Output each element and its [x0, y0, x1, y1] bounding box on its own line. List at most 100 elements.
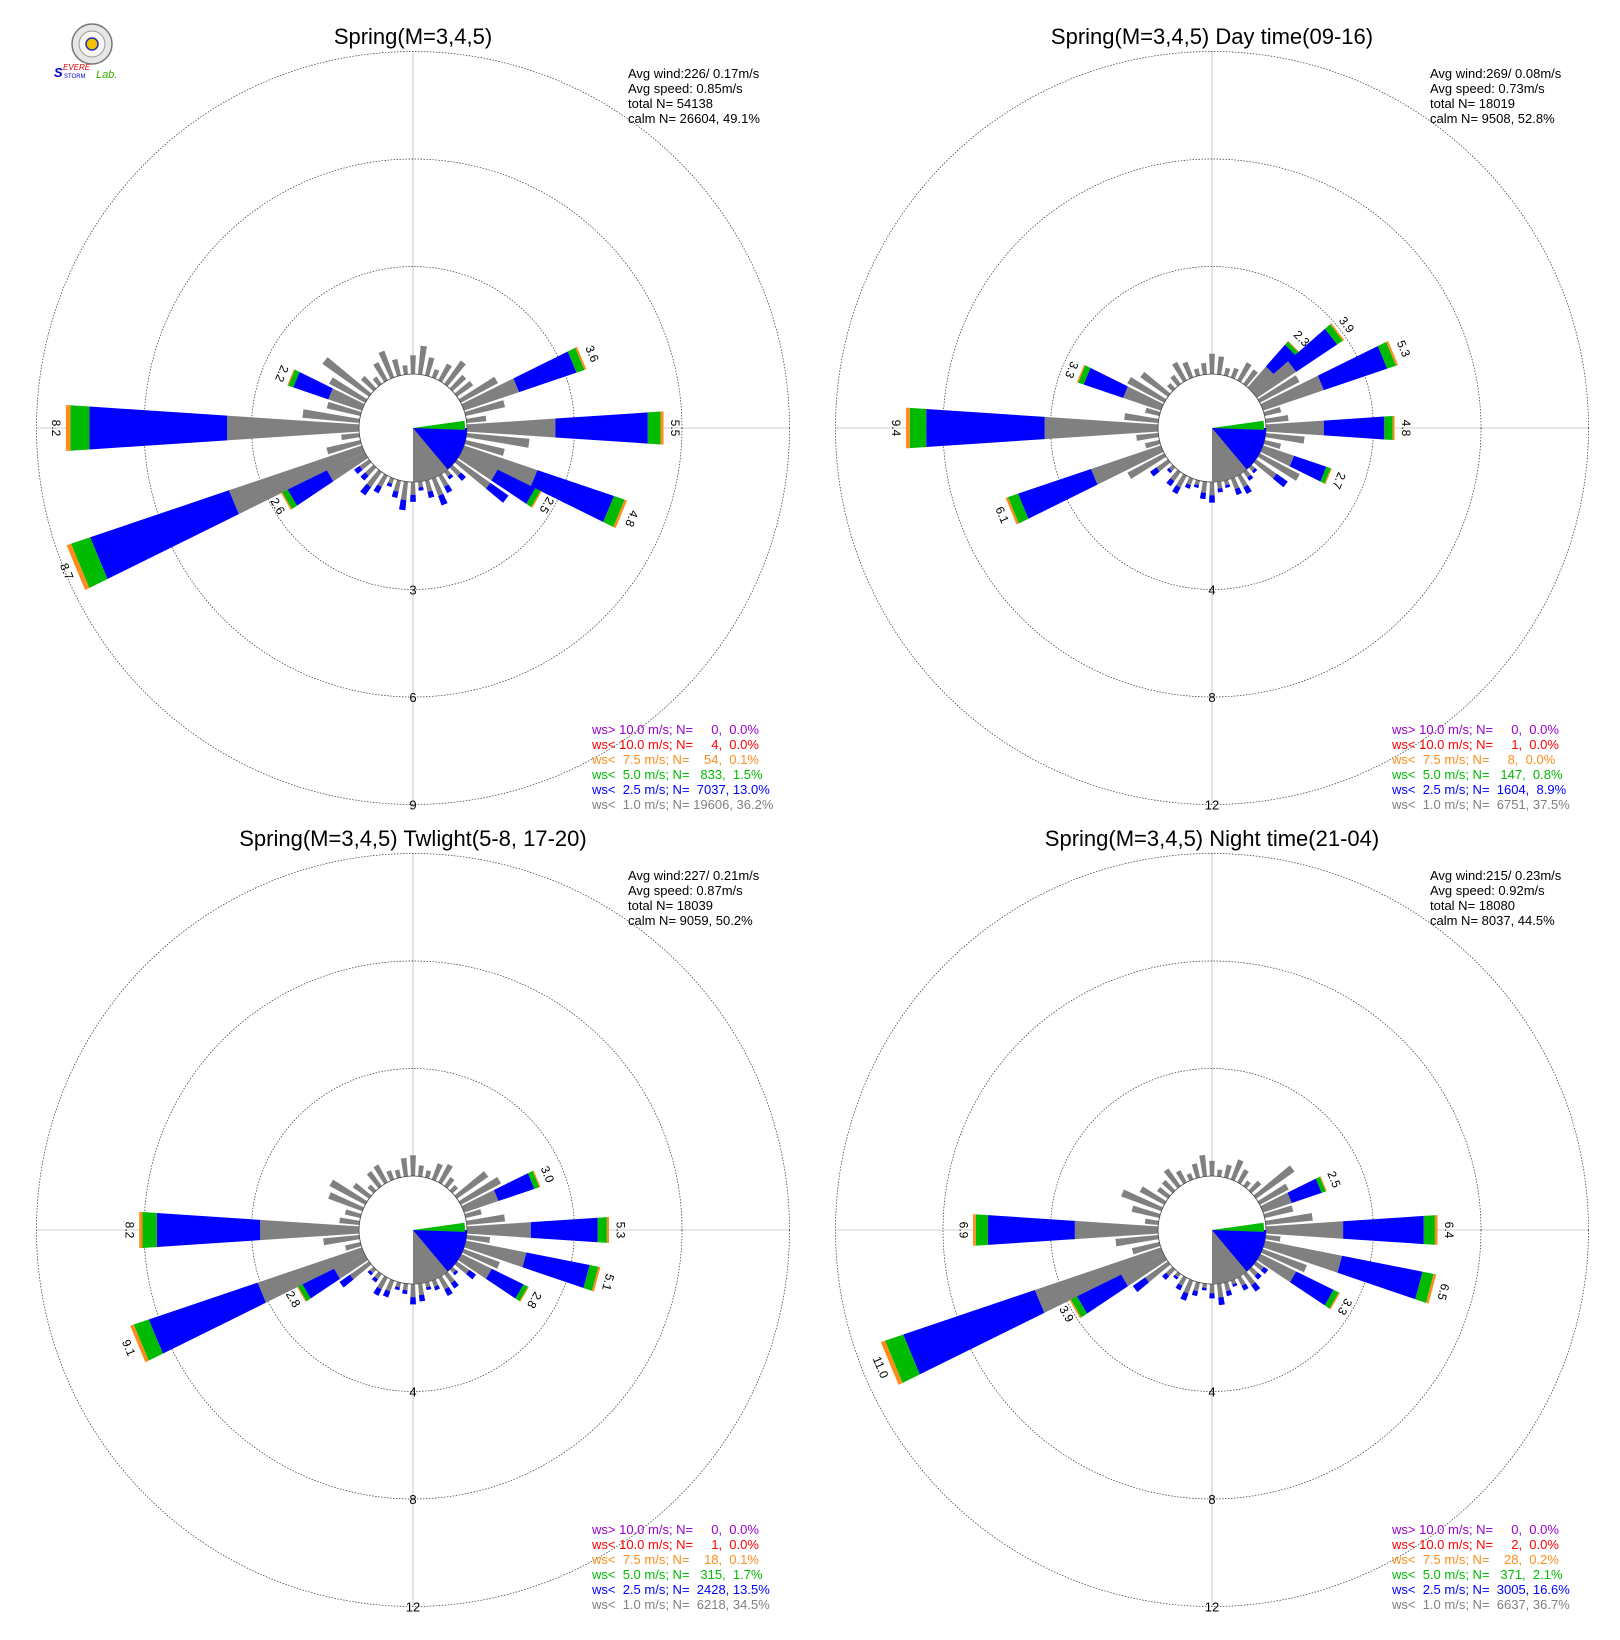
petal-major	[1330, 323, 1345, 341]
petal-minor	[1121, 1189, 1163, 1212]
petal-major	[282, 489, 297, 510]
petal-minor-tip	[1184, 483, 1191, 489]
stats-line: Avg speed: 0.87m/s	[628, 883, 743, 898]
petal-minor	[1172, 361, 1187, 383]
petal-minor-tip	[1193, 484, 1199, 488]
petal-major	[513, 351, 577, 393]
petal-minor	[402, 365, 409, 375]
petal-major	[532, 1170, 541, 1188]
windrose-panel: 3693.65.54.82.58.72.68.22.2Spring(M=3,4,…	[36, 24, 790, 813]
petal-major	[1320, 466, 1331, 484]
legend-entry: ws< 2.5 m/s; N= 1604, 8.9%	[1391, 782, 1567, 797]
ring-label: 12	[406, 1600, 420, 1615]
petal-major	[1290, 1271, 1334, 1306]
petal-minor-tip	[410, 494, 416, 502]
petal-minor	[1257, 375, 1300, 403]
petal-minor-tip	[371, 1276, 378, 1283]
petal-minor	[444, 360, 466, 387]
petal-major	[1083, 367, 1128, 398]
petal-minor	[1223, 1164, 1232, 1179]
stats-line: total N= 54138	[628, 96, 713, 111]
petal-major	[555, 412, 648, 444]
ring-label: 9	[409, 798, 416, 813]
petal-minor	[1163, 1168, 1181, 1189]
hub-sector-low	[413, 1230, 468, 1272]
petal-minor-tip	[1247, 474, 1254, 481]
stats-line: Avg wind:269/ 0.08m/s	[1430, 66, 1562, 81]
petal-value-label: 5.1	[599, 1272, 617, 1292]
petal-minor	[464, 400, 506, 417]
petal-major	[1426, 1273, 1437, 1304]
hub-sector-mid	[1212, 1222, 1264, 1232]
petal-major	[486, 1268, 524, 1299]
petal-major	[603, 496, 625, 527]
legend-entry: ws< 5.0 m/s; N= 147, 0.8%	[1391, 767, 1563, 782]
petal-minor-tip	[1260, 1266, 1269, 1274]
hub-sector-low	[1212, 428, 1266, 470]
stats-line: Avg speed: 0.85m/s	[628, 81, 743, 96]
petal-minor	[329, 1179, 368, 1205]
petal-major	[1423, 1215, 1435, 1245]
ring-label: 4	[409, 1385, 416, 1400]
petal-minor	[1182, 361, 1194, 379]
petal-major	[1392, 415, 1395, 441]
petal-minor	[410, 355, 416, 375]
petal-major	[89, 406, 228, 450]
petal-value-label: 3.0	[538, 1164, 557, 1185]
hub-sector-mid	[413, 420, 466, 430]
petal-minor-tip	[1243, 485, 1252, 495]
petal-major	[1121, 1253, 1168, 1287]
petal-minor-tip	[1234, 487, 1242, 496]
legend-entry: ws< 2.5 m/s; N= 2428, 13.5%	[591, 1582, 770, 1597]
petal-minor	[1127, 453, 1167, 479]
petal-value-label: 6.4	[1442, 1222, 1456, 1239]
petal-major	[66, 543, 90, 591]
petal-major	[885, 1334, 920, 1383]
petal-minor-tip	[438, 493, 448, 506]
petal-major	[493, 1173, 535, 1202]
severe-storm-lab-logo: S EVERE STORM Lab.	[52, 22, 142, 82]
petal-major	[1386, 340, 1399, 366]
windrose-panel: 48122.33.95.34.82.76.19.43.3Spring(M=3,4…	[835, 24, 1589, 813]
petal-major	[1090, 445, 1164, 485]
petal-minor	[1199, 1154, 1208, 1177]
petal-major	[457, 451, 498, 481]
legend-entry: ws< 10.0 m/s; N= 4, 0.0%	[591, 737, 759, 752]
petal-minor-tip	[391, 490, 399, 498]
svg-text:STORM: STORM	[64, 74, 86, 80]
petal-minor	[1170, 374, 1181, 387]
petal-minor	[394, 1169, 402, 1179]
petal-minor-tip	[1132, 1277, 1149, 1292]
petal-value-label: 4.8	[622, 508, 641, 529]
petal-value-label: 4.8	[1399, 420, 1413, 437]
petal-major	[530, 1217, 598, 1243]
petal-minor-tip	[410, 1297, 416, 1305]
petal-minor-tip	[486, 482, 509, 503]
legend-entry: ws> 10.0 m/s; N= 0, 0.0%	[1391, 722, 1559, 737]
petal-major	[531, 490, 542, 508]
petal-minor	[1136, 432, 1159, 441]
svg-text:EVERE: EVERE	[63, 63, 91, 72]
petal-major	[280, 492, 292, 510]
petal-minor	[462, 1248, 500, 1269]
petal-minor	[1161, 1179, 1176, 1194]
petal-major	[1256, 1253, 1297, 1283]
petal-major	[1265, 1221, 1344, 1239]
petal-major	[1285, 341, 1299, 355]
petal-minor	[1257, 1183, 1289, 1205]
petal-major	[1265, 344, 1296, 375]
petal-minor-tip	[394, 1286, 400, 1291]
petal-minor-tip	[427, 490, 435, 499]
legend-entry: ws< 5.0 m/s; N= 833, 1.5%	[591, 767, 763, 782]
petal-major	[575, 346, 587, 370]
petal-major	[1317, 346, 1388, 391]
petal-major	[464, 1240, 527, 1268]
petal-major	[526, 488, 541, 508]
petal-major	[287, 470, 334, 506]
petal-minor	[329, 377, 368, 403]
petal-minor	[1200, 362, 1208, 375]
petal-minor-tip	[1150, 467, 1160, 477]
hub-sector-low	[413, 428, 468, 470]
petal-minor-tip	[399, 499, 407, 511]
petal-minor	[322, 357, 372, 397]
